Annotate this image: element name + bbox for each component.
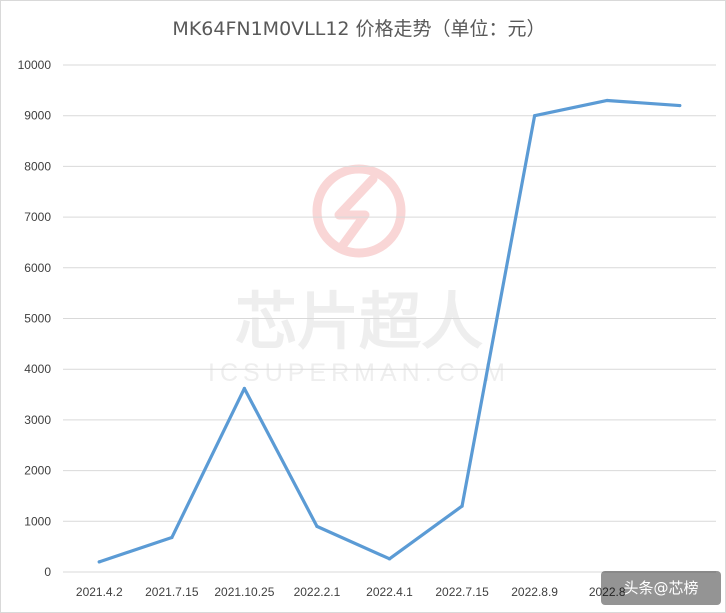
y-tick-label: 8000 xyxy=(24,159,51,173)
watermark-brand: 芯片超人 xyxy=(235,285,483,358)
chart-title: MK64FN1M0VLL12 价格走势（单位：元） xyxy=(172,18,545,40)
x-tick-label: 2021.4.2 xyxy=(76,585,123,599)
watermark: 芯片超人 ICSUPERMAN.COM xyxy=(208,164,510,387)
data-point xyxy=(242,386,246,391)
watermark-domain: ICSUPERMAN.COM xyxy=(208,359,510,387)
data-point xyxy=(460,504,464,508)
y-tick-label: 2000 xyxy=(24,464,51,478)
watermark-logo xyxy=(312,164,406,258)
data-point xyxy=(387,557,392,561)
x-tick-label: 2021.7.15 xyxy=(145,585,199,599)
y-tick-label: 7000 xyxy=(24,210,51,224)
data-point xyxy=(315,524,319,528)
y-tick-label: 3000 xyxy=(24,413,51,427)
credit-badge: 头条@芯榜 xyxy=(601,571,721,605)
data-point xyxy=(170,535,174,540)
y-tick-label: 1000 xyxy=(24,514,51,528)
x-tick-label: 2022.4.1 xyxy=(366,585,413,599)
y-tick-label: 6000 xyxy=(24,261,51,275)
y-axis: 0 1000 2000 3000 4000 5000 6000 7000 8000 9000 100… xyxy=(18,58,52,579)
x-tick-label: 2022.7.15 xyxy=(435,585,489,599)
data-point xyxy=(678,103,682,108)
x-tick-label: 2022.8.9 xyxy=(511,585,558,599)
plot-area xyxy=(97,98,682,564)
y-tick-label: 4000 xyxy=(24,362,51,376)
data-point xyxy=(97,560,101,564)
data-point xyxy=(605,98,609,103)
x-axis: 2021.4.2 2021.7.15 2021.10.25 2022.2.1 2022.… xyxy=(76,585,626,599)
credit-text: 头条@芯榜 xyxy=(623,579,698,597)
y-tick-label: 9000 xyxy=(24,109,51,123)
data-point xyxy=(533,114,537,118)
x-tick-label: 2022.8 xyxy=(589,585,626,599)
y-tick-label: 0 xyxy=(44,565,51,579)
y-tick-label: 10000 xyxy=(18,58,52,72)
gridlines xyxy=(63,64,716,573)
x-tick-label: 2021.10.25 xyxy=(214,585,274,599)
y-tick-label: 5000 xyxy=(24,312,51,326)
x-tick-label: 2022.2.1 xyxy=(294,585,341,599)
